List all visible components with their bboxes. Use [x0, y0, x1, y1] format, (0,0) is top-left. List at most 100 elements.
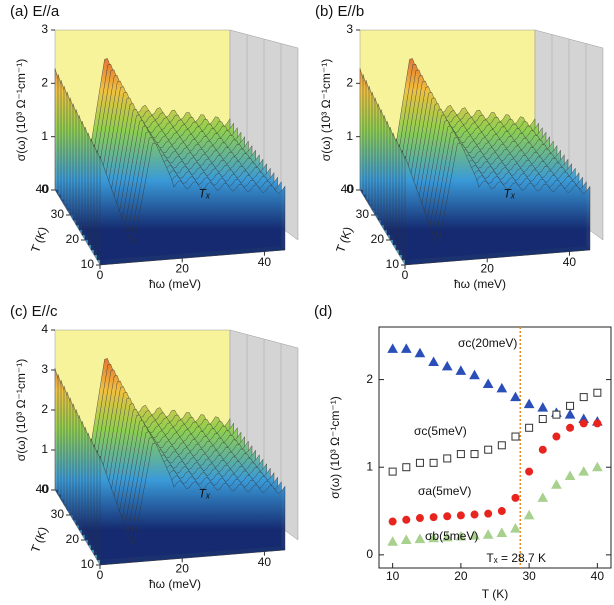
tx-label: Tₓ	[199, 186, 211, 200]
y-axis-label: σ(ω) (10³ Ω⁻¹cm⁻¹)	[328, 396, 342, 498]
t-axis-label: T (K)	[333, 225, 355, 255]
surface-slice	[404, 142, 591, 266]
marker	[388, 517, 397, 526]
z-axis-label: σ(ω) (10³ Ω⁻¹cm⁻¹)	[14, 59, 28, 161]
marker	[441, 531, 453, 542]
t-tick-label: 20	[371, 232, 385, 246]
marker	[497, 441, 506, 450]
marker	[428, 532, 439, 543]
marker	[402, 515, 411, 524]
x-tick-label: 0	[402, 268, 409, 282]
panel-title: (b) E//b	[315, 3, 364, 20]
z-tick-label: 2	[41, 402, 48, 416]
y-tick-label: 0	[366, 547, 373, 561]
marker	[414, 347, 426, 358]
marker	[525, 467, 534, 476]
marker	[538, 415, 547, 424]
z-tick-label: 2	[346, 76, 353, 90]
z-axis-label: σ(ω) (10³ Ω⁻¹cm⁻¹)	[14, 359, 28, 461]
series-label: σa(5meV)	[418, 484, 471, 498]
z-tick-label: 1	[41, 129, 48, 143]
marker	[456, 450, 465, 459]
marker	[429, 513, 438, 522]
marker	[414, 533, 426, 544]
marker	[387, 536, 399, 546]
x-axis-label: ħω (meV)	[149, 577, 201, 591]
tx-label: Tₓ	[199, 486, 211, 500]
marker	[415, 458, 424, 467]
surface-slice	[99, 142, 286, 266]
marker	[470, 450, 479, 459]
series-label: σc(5meV)	[414, 424, 467, 438]
marker	[443, 512, 452, 521]
z-tick-label: 1	[41, 442, 48, 456]
marker	[579, 393, 588, 402]
marker	[537, 402, 549, 412]
marker	[511, 432, 520, 441]
z-tick-label: 2	[41, 76, 48, 90]
x-tick-label: 0	[97, 568, 104, 582]
t-axis-label: T (K)	[28, 225, 50, 255]
marker	[523, 398, 535, 409]
marker	[428, 356, 439, 367]
t-axis-label: T (K)	[28, 525, 50, 555]
marker	[388, 467, 397, 476]
z-tick-label: 3	[41, 362, 48, 376]
marker	[552, 410, 561, 419]
marker	[455, 530, 467, 541]
marker	[482, 529, 494, 539]
marker	[525, 423, 534, 432]
x-tick-label: 20	[176, 262, 190, 276]
marker	[484, 509, 493, 518]
x-axis-label: ħω (meV)	[454, 277, 506, 291]
marker	[511, 493, 520, 502]
marker	[566, 401, 575, 410]
panel-title: (c) E//c	[10, 303, 58, 320]
x-tick-label: 20	[176, 562, 190, 576]
t-tick-label: 10	[81, 557, 95, 571]
x-tick-label: 40	[258, 255, 272, 269]
marker	[510, 391, 521, 402]
panel-title: (d)	[314, 303, 332, 320]
marker	[482, 378, 494, 388]
z-tick-label: 0	[41, 182, 48, 196]
t-tick-label: 20	[66, 532, 80, 546]
marker	[593, 419, 602, 428]
z-tick-label: 1	[346, 129, 353, 143]
marker	[537, 492, 549, 502]
t-tick-label: 10	[81, 257, 95, 271]
t-tick-label: 20	[66, 232, 80, 246]
x-tick-label: 30	[522, 569, 536, 583]
marker	[470, 510, 479, 519]
marker	[591, 461, 603, 472]
marker	[429, 458, 438, 467]
marker	[484, 445, 493, 454]
t-tick-label: 30	[356, 207, 370, 221]
marker	[415, 514, 424, 523]
series-label: σb(5meV)	[425, 529, 478, 543]
marker	[441, 360, 453, 371]
plot-frame	[378, 326, 612, 569]
marker	[523, 509, 535, 520]
marker	[469, 530, 480, 540]
z-tick-label: 3	[41, 22, 48, 36]
x-tick-label: 10	[386, 569, 400, 583]
marker	[552, 432, 561, 441]
marker	[566, 423, 575, 432]
t-tick-label: 30	[51, 507, 65, 521]
marker	[400, 534, 412, 544]
z-axis-label: σ(ω) (10³ Ω⁻¹cm⁻¹)	[319, 59, 333, 161]
x-tick-label: 20	[481, 262, 495, 276]
marker	[443, 454, 452, 463]
z-tick-label: 3	[346, 22, 353, 36]
marker	[455, 365, 467, 375]
marker	[551, 479, 562, 489]
marker	[402, 463, 411, 472]
marker	[510, 523, 521, 533]
marker	[497, 507, 506, 516]
x-tick-label: 20	[454, 569, 468, 583]
x-tick-label: 40	[591, 569, 605, 583]
x-tick-label: 0	[97, 268, 104, 282]
t-tick-label: 40	[36, 182, 50, 196]
